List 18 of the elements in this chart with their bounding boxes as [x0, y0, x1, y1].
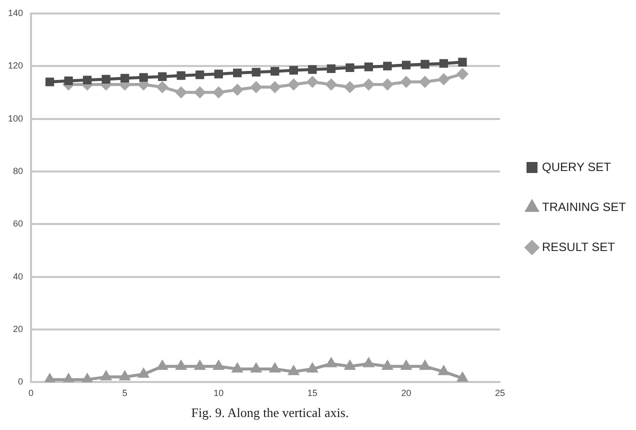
x-tick-label: 5 [122, 388, 128, 398]
x-tick-label: 15 [307, 388, 318, 398]
y-tick-label: 60 [13, 218, 24, 229]
legend-label: RESULT SET [542, 240, 616, 254]
legend-label: TRAINING SET [542, 200, 627, 214]
y-tick-label: 80 [13, 166, 24, 176]
legend-label: QUERY SET [542, 160, 612, 174]
caption: Fig. 9. Along the vertical axis. [190, 405, 350, 421]
y-tick-label: 40 [13, 271, 24, 282]
x-tick-label: 25 [494, 388, 505, 398]
y-tick-label: 140 [8, 8, 24, 18]
y-tick-label: 100 [8, 113, 24, 124]
y-tick-label: 120 [8, 60, 24, 71]
y-tick-label: 0 [18, 376, 24, 387]
x-tick-label: 0 [28, 388, 34, 398]
x-tick-label: 10 [214, 388, 224, 398]
x-tick-label: 20 [401, 388, 412, 398]
y-tick-label: 20 [13, 324, 24, 334]
